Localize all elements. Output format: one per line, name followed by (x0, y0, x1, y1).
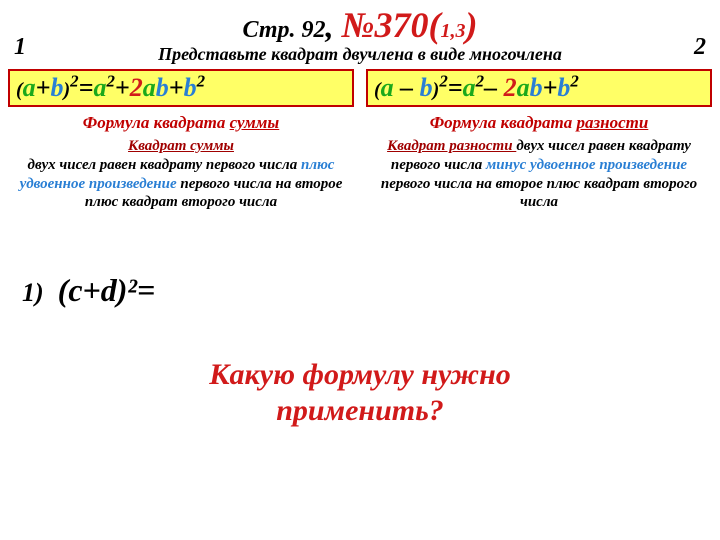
formula-sum-label: Формула квадрата суммы (8, 113, 354, 133)
desc-highlight: минус удвоенное произведение (486, 157, 687, 173)
sym-exp: 2 (439, 71, 447, 90)
label-text: Формула квадрата (430, 113, 577, 132)
formula-diff-label: Формула квадрата разности (366, 113, 712, 133)
page-title: Стр. 92, №370(1,3) (0, 0, 720, 46)
var-b: b (51, 73, 64, 102)
var-b: b (184, 73, 197, 102)
sym-exp: 2 (570, 71, 578, 90)
desc-text: двух чисел равен квадрату первого числа (28, 157, 301, 173)
title-paren-close: ) (465, 5, 477, 45)
label-text: Формула квадрата (83, 113, 230, 132)
sym-minus: – (484, 73, 504, 102)
coef-two: 2 (504, 73, 517, 102)
corner-number-right: 2 (694, 34, 706, 61)
sym-plus: + (543, 73, 558, 102)
title-prefix: Стр. 92 (243, 17, 326, 43)
coef-two: 2 (130, 73, 143, 102)
formula-column-sum: (a+b)2=a2+2ab+b2 Формула квадрата суммы … (8, 69, 354, 212)
question-text: Какую формулу нужно применить? (0, 357, 720, 429)
formula-sum-box: (a+b)2=a2+2ab+b2 (8, 69, 354, 107)
question-line-2: применить? (276, 394, 444, 427)
label-underline: разности (577, 113, 649, 132)
sym-minus: – (394, 73, 420, 102)
desc-text: первого числа на второе плюс квадрат вто… (381, 176, 697, 211)
formula-sum-description: Квадрат суммы двух чисел равен квадрату … (8, 137, 354, 212)
corner-number-left: 1 (14, 34, 26, 61)
var-a: a (93, 73, 106, 102)
formula-diff-box: (a – b)2=a2– 2ab+b2 (366, 69, 712, 107)
desc-heading: Квадрат суммы (128, 138, 234, 154)
sym-plus: + (36, 73, 51, 102)
title-number: №370( (342, 5, 441, 45)
var-a: a (463, 73, 476, 102)
title-comma: , (326, 8, 342, 44)
desc-heading: Квадрат разности (387, 138, 516, 154)
subtitle: Представьте квадрат двучлена в виде мног… (0, 44, 720, 65)
question-line-1: Какую формулу нужно (209, 358, 511, 391)
sym-paren: ( (16, 79, 23, 101)
var-a: a (143, 73, 156, 102)
sym-paren: ( (374, 79, 381, 101)
title-suffix: 1,3 (440, 20, 465, 42)
var-a: a (23, 73, 36, 102)
sym-exp: 2 (476, 71, 484, 90)
var-a: a (517, 73, 530, 102)
sym-plus: + (115, 73, 130, 102)
problem-number: 1) (22, 278, 44, 307)
sym-eq: = (448, 73, 463, 102)
var-b: b (557, 73, 570, 102)
sym-eq: = (79, 73, 94, 102)
sym-exp: 2 (106, 71, 114, 90)
formula-row: (a+b)2=a2+2ab+b2 Формула квадрата суммы … (0, 65, 720, 212)
sym-plus: + (169, 73, 184, 102)
problem-expression: (c+d)²= (58, 272, 156, 308)
var-b: b (420, 73, 433, 102)
sym-exp: 2 (197, 71, 205, 90)
var-b: b (530, 73, 543, 102)
var-a: a (381, 73, 394, 102)
problem-line: 1) (c+d)²= (22, 272, 720, 309)
sym-exp: 2 (70, 71, 78, 90)
formula-diff-description: Квадрат разности двух чисел равен квадра… (366, 137, 712, 212)
var-b: b (156, 73, 169, 102)
label-underline: суммы (230, 113, 280, 132)
formula-column-diff: (a – b)2=a2– 2ab+b2 Формула квадрата раз… (366, 69, 712, 212)
